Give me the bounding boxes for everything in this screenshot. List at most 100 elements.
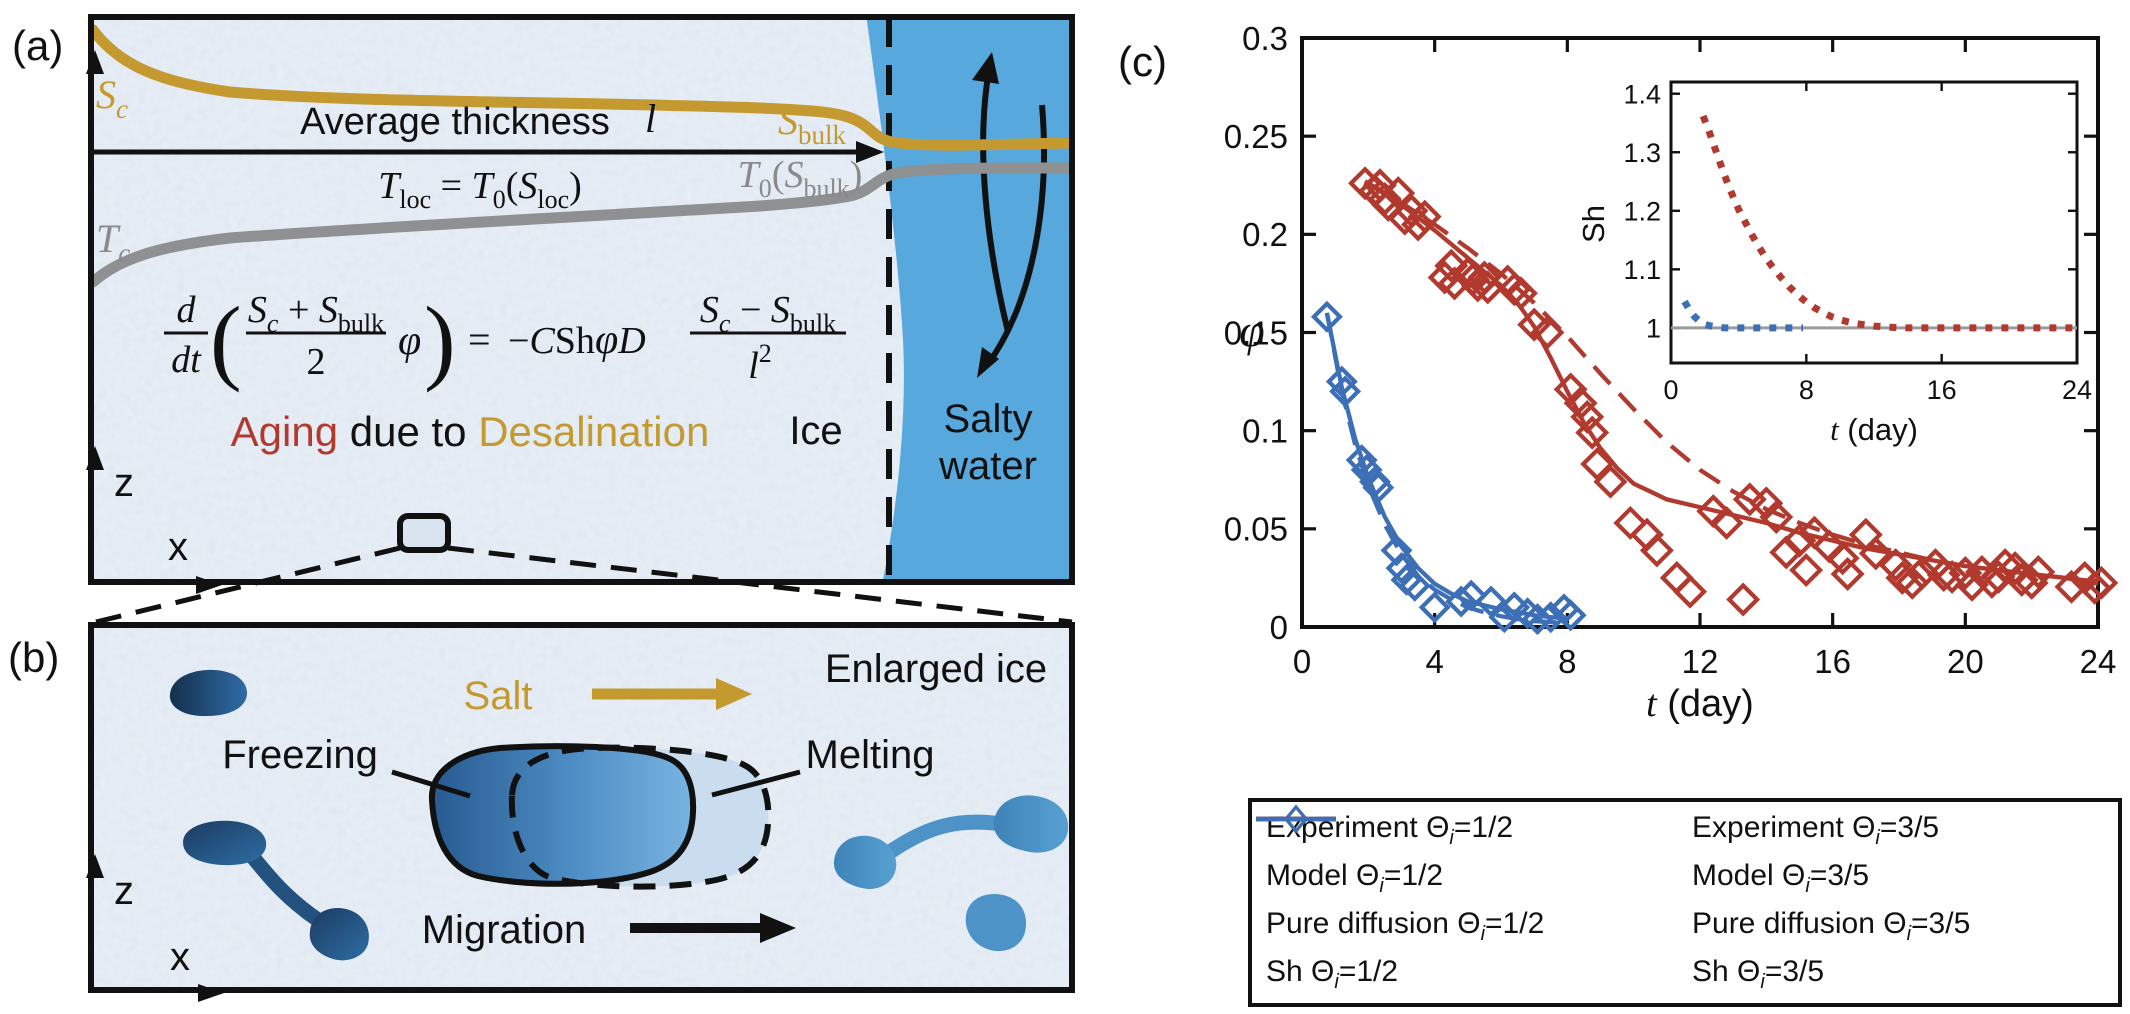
main-experiment-point	[1709, 505, 1744, 540]
melting-pointer	[711, 769, 801, 798]
legend-item: Model Θi=3/5	[1256, 816, 2118, 898]
legend-item-label: Sh Θi=3/5	[1692, 955, 1825, 994]
salinity-curve	[91, 24, 1072, 151]
svg-text:2: 2	[307, 341, 326, 383]
inset-x-tick-label: 8	[1799, 375, 1814, 405]
sc-axis-arrowhead	[86, 50, 104, 74]
inset-x-axis-label: t (day)	[1830, 412, 1918, 447]
salty-water-label-2: water	[938, 444, 1037, 488]
main-dashed-line	[1324, 312, 1568, 626]
legend: Experiment Θi=1/2 Experiment Θi=3/5 Model …	[1248, 798, 2122, 1007]
inset-x-tick-label: 24	[2062, 375, 2092, 405]
sbulk-label: Sbulk	[778, 98, 847, 150]
main-experiment-point	[2014, 565, 2049, 600]
z-axis-arrowhead-b	[86, 854, 104, 878]
main-x-tick-label: 0	[1293, 643, 1311, 680]
avg-thickness-label: Average thickness	[300, 101, 610, 143]
migration-label: Migration	[422, 908, 587, 952]
thickness-arrowhead	[856, 141, 884, 163]
svg-text:dt: dt	[171, 339, 202, 381]
main-experiment-point	[1749, 486, 1784, 521]
panel-b-label: (b)	[8, 634, 59, 681]
main-experiment-point	[1948, 556, 1983, 590]
main-experiment-point	[1998, 551, 2033, 586]
salt-arrowhead	[716, 678, 752, 710]
main-experiment-point	[2084, 565, 2119, 600]
main-experiment-point	[1521, 603, 1554, 636]
main-experiment-point	[1467, 260, 1502, 295]
main-experiment-point	[1613, 505, 1648, 540]
salty-water-label-1: Salty	[944, 397, 1033, 441]
brine-pocket-dark	[169, 669, 248, 717]
main-experiment-point	[1782, 523, 1817, 558]
main-experiment-point	[1759, 500, 1794, 535]
legend-item: Pure diffusion Θi=1/2	[1256, 816, 1692, 946]
main-experiment-point	[1437, 266, 1472, 301]
main-experiment-point	[1593, 464, 1628, 499]
main-experiment-point	[1878, 548, 1913, 583]
legend-item: Model Θi=1/2	[1256, 816, 1692, 898]
main-x-tick-label: 4	[1425, 643, 1443, 680]
migration-arrowhead	[760, 913, 796, 943]
main-experiment-point	[1503, 276, 1538, 311]
main-experiment-point	[1398, 569, 1431, 602]
main-experiment-point	[1475, 585, 1508, 618]
temperature-curve	[91, 162, 1072, 288]
sc-label: Sc	[96, 72, 128, 124]
svg-text:l2: l2	[748, 339, 772, 387]
inset-y-tick-label: 1.2	[1623, 197, 1661, 227]
main-experiment-point	[1530, 315, 1565, 350]
main-x-tick-label: 24	[2080, 643, 2117, 680]
tc-label: Tc	[96, 216, 130, 268]
avg-thickness-symbol: l	[645, 96, 656, 141]
x-axis-label-b: x	[170, 935, 190, 979]
panel-a-border	[88, 14, 1075, 585]
main-experiment-point	[1563, 386, 1598, 421]
main-experiment-point	[1401, 207, 1436, 242]
salty-water-region	[866, 17, 1072, 582]
main-dashed-line	[1363, 179, 2099, 586]
main-y-tick-label: 0.3	[1242, 20, 1288, 57]
svg-text:d: d	[177, 289, 197, 331]
svg-text:φ: φ	[398, 318, 421, 364]
aging-caption: Aging due to Desalination	[231, 408, 710, 455]
brine-pocket-dumbbell-left	[183, 820, 369, 961]
main-experiment-point	[1673, 574, 1708, 609]
main-experiment-point	[1885, 560, 1920, 595]
main-experiment-point	[1830, 557, 1865, 591]
main-experiment-point	[1659, 560, 1694, 595]
freezing-pointer	[391, 769, 471, 799]
main-experiment-point	[1726, 582, 1761, 617]
convection-arrowhead-up	[972, 52, 999, 84]
ice-label: Ice	[789, 409, 842, 453]
main-experiment-point	[1329, 375, 1362, 408]
inset-y-tick-label: 1	[1646, 314, 1661, 344]
solid-blob	[428, 743, 697, 887]
inset-x-tick-label: 16	[1927, 375, 1957, 405]
main-experiment-point	[1935, 559, 1970, 594]
inset-dotted-line	[1699, 114, 2077, 332]
main-experiment-point	[1575, 415, 1610, 450]
main-y-tick-label: 0.2	[1242, 216, 1288, 253]
z-axis-label-a: z	[114, 461, 134, 505]
z-axis-arrowhead-a	[86, 446, 104, 470]
main-experiment-point	[1434, 248, 1469, 283]
main-experiment-point	[1310, 300, 1343, 333]
main-experiment-point	[1905, 556, 1940, 590]
legend-item-label: Pure diffusion Θi=1/2	[1266, 907, 1545, 946]
legend-item-label: Sh Θi=1/2	[1266, 955, 1399, 994]
main-experiment-point	[1380, 534, 1413, 567]
main-experiment-point	[1460, 268, 1495, 303]
legend-item: Sh Θi=3/5	[1256, 817, 2118, 994]
main-experiment-point	[1895, 565, 1930, 600]
main-experiment-point	[2054, 569, 2089, 604]
tloc-equation: Tloc = T0(Sloc)	[378, 165, 582, 214]
brine-pocket-dumbbell-right	[833, 795, 1069, 889]
main-y-tick-label: 0.1	[1242, 413, 1288, 450]
main-experiment-point	[2004, 562, 2039, 597]
enlarged-ice-label: Enlarged ice	[825, 647, 1047, 691]
legend-dotted-sample	[1256, 817, 1336, 821]
inset-y-tick-label: 1.3	[1623, 138, 1661, 168]
freezing-label: Freezing	[222, 733, 378, 777]
x-axis-arrowhead-b	[198, 984, 224, 1002]
